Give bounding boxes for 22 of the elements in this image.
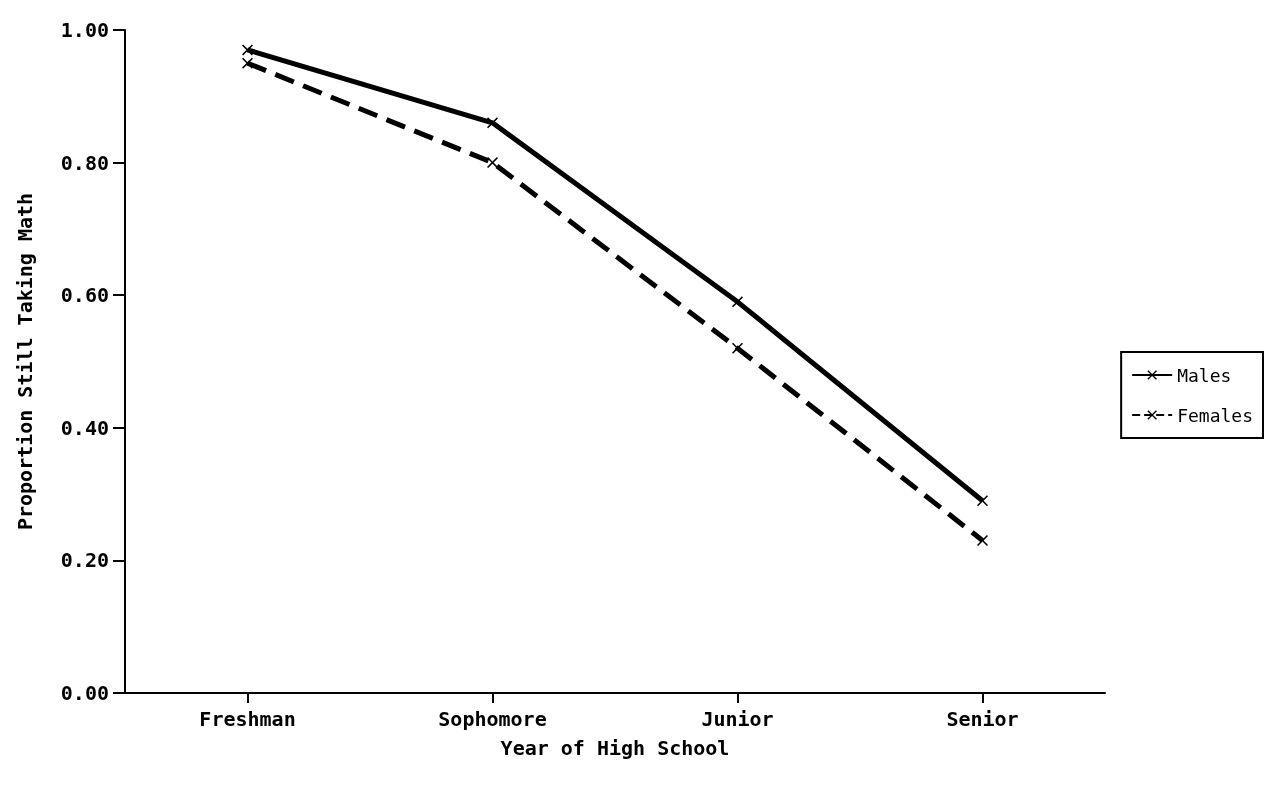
point: [732, 342, 743, 354]
point: [977, 535, 988, 547]
y-tick-label: 0.80: [60, 150, 109, 175]
x-axis-title: Year of High School: [500, 736, 730, 760]
x-tick-label: Sophomore: [438, 707, 547, 731]
point: [487, 117, 498, 129]
y-axis-title: Proportion Still Taking Math: [13, 192, 37, 531]
y-tick-label: 0.40: [60, 415, 109, 440]
x-tick-label: Freshman: [199, 707, 296, 731]
point: [487, 157, 498, 169]
legend-label: Females: [1177, 404, 1253, 426]
point: [242, 44, 253, 56]
legend-label: Males: [1177, 364, 1232, 386]
point: [732, 296, 743, 308]
point: [242, 57, 253, 69]
x-tick-label: Junior: [701, 707, 774, 731]
y-tick-label: 0.20: [60, 548, 109, 573]
point: [977, 495, 988, 507]
y-tick-label: 0.00: [60, 681, 109, 705]
y-tick-label: 1.00: [60, 18, 109, 42]
y-tick-label: 0.60: [60, 283, 109, 308]
x-tick-label: Senior: [946, 707, 1019, 731]
